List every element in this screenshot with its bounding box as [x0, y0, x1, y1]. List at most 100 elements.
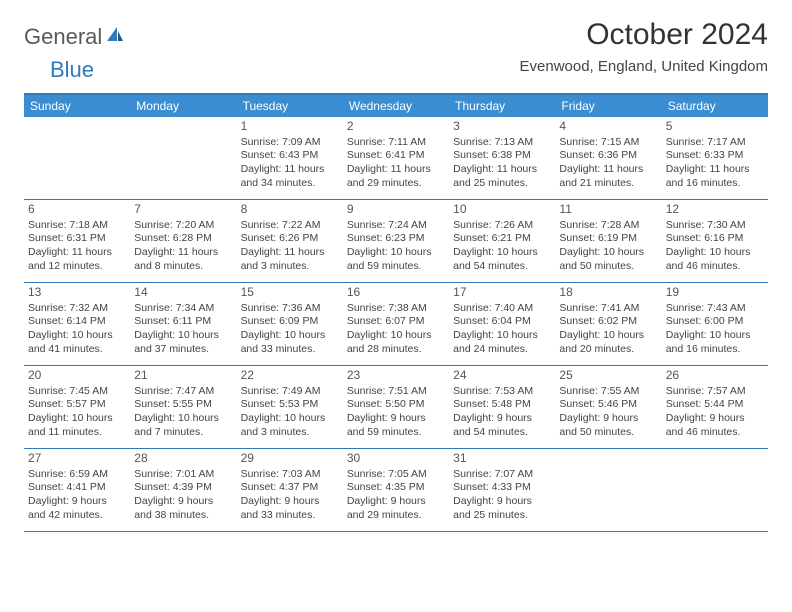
day-detail-line: and 38 minutes.: [134, 509, 232, 523]
day-detail-line: Sunset: 5:44 PM: [666, 398, 764, 412]
day-detail-line: Daylight: 10 hours: [28, 329, 126, 343]
day-cell: 1Sunrise: 7:09 AMSunset: 6:43 PMDaylight…: [237, 117, 343, 199]
week-row: 27Sunrise: 6:59 AMSunset: 4:41 PMDayligh…: [24, 449, 768, 532]
day-detail-line: Sunrise: 7:32 AM: [28, 302, 126, 316]
day-detail-line: Daylight: 11 hours: [666, 163, 764, 177]
day-detail-line: Sunset: 6:26 PM: [241, 232, 339, 246]
day-detail-line: Sunset: 6:02 PM: [559, 315, 657, 329]
dow-tuesday: Tuesday: [237, 95, 343, 117]
day-detail-line: Sunset: 4:35 PM: [347, 481, 445, 495]
dow-sunday: Sunday: [24, 95, 130, 117]
day-number: 8: [241, 202, 339, 218]
day-detail-line: and 42 minutes.: [28, 509, 126, 523]
day-detail-line: Sunrise: 7:53 AM: [453, 385, 551, 399]
day-detail-line: and 21 minutes.: [559, 177, 657, 191]
day-detail-line: and 33 minutes.: [241, 509, 339, 523]
day-detail-line: Sunset: 6:33 PM: [666, 149, 764, 163]
day-detail-line: and 59 minutes.: [347, 260, 445, 274]
day-detail-line: Daylight: 11 hours: [241, 246, 339, 260]
day-detail-line: Daylight: 10 hours: [453, 246, 551, 260]
day-detail-line: Daylight: 11 hours: [28, 246, 126, 260]
day-number: 6: [28, 202, 126, 218]
day-number: 21: [134, 368, 232, 384]
weeks-container: 1Sunrise: 7:09 AMSunset: 6:43 PMDaylight…: [24, 117, 768, 532]
day-detail-line: Daylight: 10 hours: [666, 246, 764, 260]
day-detail-line: Sunset: 4:39 PM: [134, 481, 232, 495]
day-cell: 15Sunrise: 7:36 AMSunset: 6:09 PMDayligh…: [237, 283, 343, 365]
day-cell: 20Sunrise: 7:45 AMSunset: 5:57 PMDayligh…: [24, 366, 130, 448]
day-detail-line: Sunset: 6:21 PM: [453, 232, 551, 246]
week-row: 20Sunrise: 7:45 AMSunset: 5:57 PMDayligh…: [24, 366, 768, 449]
dow-saturday: Saturday: [662, 95, 768, 117]
day-number: 12: [666, 202, 764, 218]
day-detail-line: Daylight: 10 hours: [666, 329, 764, 343]
day-cell: 27Sunrise: 6:59 AMSunset: 4:41 PMDayligh…: [24, 449, 130, 531]
day-detail-line: Daylight: 9 hours: [347, 495, 445, 509]
day-detail-line: Daylight: 9 hours: [559, 412, 657, 426]
day-cell: 26Sunrise: 7:57 AMSunset: 5:44 PMDayligh…: [662, 366, 768, 448]
day-of-week-header: Sunday Monday Tuesday Wednesday Thursday…: [24, 95, 768, 117]
day-detail-line: Daylight: 11 hours: [453, 163, 551, 177]
day-detail-line: Sunset: 6:23 PM: [347, 232, 445, 246]
day-detail-line: and 41 minutes.: [28, 343, 126, 357]
location-subtitle: Evenwood, England, United Kingdom: [520, 58, 769, 75]
day-number: 1: [241, 119, 339, 135]
day-detail-line: Sunrise: 7:20 AM: [134, 219, 232, 233]
day-number: 29: [241, 451, 339, 467]
day-detail-line: Sunrise: 7:49 AM: [241, 385, 339, 399]
day-detail-line: Sunset: 6:36 PM: [559, 149, 657, 163]
day-detail-line: and 29 minutes.: [347, 177, 445, 191]
day-number: 18: [559, 285, 657, 301]
day-cell: 21Sunrise: 7:47 AMSunset: 5:55 PMDayligh…: [130, 366, 236, 448]
day-detail-line: Sunset: 6:31 PM: [28, 232, 126, 246]
day-detail-line: Sunset: 6:43 PM: [241, 149, 339, 163]
day-detail-line: Daylight: 11 hours: [134, 246, 232, 260]
calendar-grid: Sunday Monday Tuesday Wednesday Thursday…: [24, 93, 768, 532]
day-detail-line: Sunrise: 7:22 AM: [241, 219, 339, 233]
day-cell: 11Sunrise: 7:28 AMSunset: 6:19 PMDayligh…: [555, 200, 661, 282]
day-detail-line: Daylight: 9 hours: [241, 495, 339, 509]
day-detail-line: Sunrise: 7:45 AM: [28, 385, 126, 399]
day-detail-line: Daylight: 10 hours: [347, 246, 445, 260]
day-number: 23: [347, 368, 445, 384]
day-number: 20: [28, 368, 126, 384]
day-detail-line: Sunset: 6:38 PM: [453, 149, 551, 163]
day-detail-line: Sunset: 5:46 PM: [559, 398, 657, 412]
day-detail-line: Sunrise: 7:34 AM: [134, 302, 232, 316]
day-number: 2: [347, 119, 445, 135]
day-detail-line: Sunrise: 7:01 AM: [134, 468, 232, 482]
day-number: 3: [453, 119, 551, 135]
day-detail-line: and 59 minutes.: [347, 426, 445, 440]
day-number: 10: [453, 202, 551, 218]
day-number: 30: [347, 451, 445, 467]
day-cell: 6Sunrise: 7:18 AMSunset: 6:31 PMDaylight…: [24, 200, 130, 282]
day-detail-line: Sunset: 6:16 PM: [666, 232, 764, 246]
day-detail-line: and 16 minutes.: [666, 343, 764, 357]
day-detail-line: and 12 minutes.: [28, 260, 126, 274]
day-detail-line: Sunrise: 7:55 AM: [559, 385, 657, 399]
day-detail-line: Daylight: 9 hours: [666, 412, 764, 426]
day-number: 24: [453, 368, 551, 384]
day-detail-line: and 50 minutes.: [559, 260, 657, 274]
week-row: 1Sunrise: 7:09 AMSunset: 6:43 PMDaylight…: [24, 117, 768, 200]
day-detail-line: Sunrise: 7:28 AM: [559, 219, 657, 233]
day-detail-line: Sunrise: 7:24 AM: [347, 219, 445, 233]
dow-monday: Monday: [130, 95, 236, 117]
day-detail-line: and 34 minutes.: [241, 177, 339, 191]
day-cell: 22Sunrise: 7:49 AMSunset: 5:53 PMDayligh…: [237, 366, 343, 448]
day-number: 28: [134, 451, 232, 467]
day-detail-line: and 24 minutes.: [453, 343, 551, 357]
day-number: 19: [666, 285, 764, 301]
day-detail-line: Sunrise: 7:05 AM: [347, 468, 445, 482]
logo-text-blue: Blue: [50, 57, 94, 82]
day-detail-line: Daylight: 10 hours: [453, 329, 551, 343]
day-detail-line: Sunrise: 7:43 AM: [666, 302, 764, 316]
day-detail-line: and 25 minutes.: [453, 177, 551, 191]
day-number: 27: [28, 451, 126, 467]
day-detail-line: Sunrise: 7:26 AM: [453, 219, 551, 233]
day-detail-line: Sunset: 6:28 PM: [134, 232, 232, 246]
day-detail-line: and 50 minutes.: [559, 426, 657, 440]
day-cell: 9Sunrise: 7:24 AMSunset: 6:23 PMDaylight…: [343, 200, 449, 282]
day-detail-line: Sunset: 6:00 PM: [666, 315, 764, 329]
day-detail-line: and 20 minutes.: [559, 343, 657, 357]
